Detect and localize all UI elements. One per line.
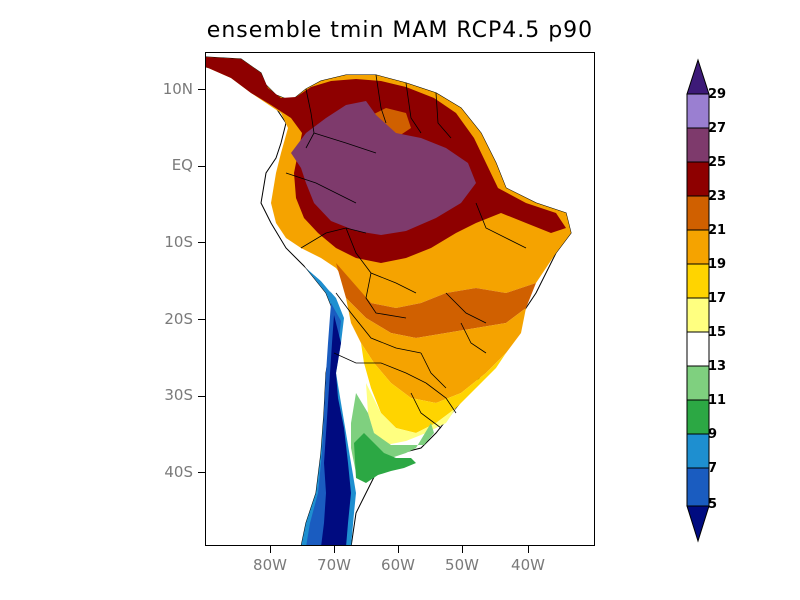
colorbar-label-11: 11 [708,393,727,408]
colorbar-swatch-27-29 [686,93,710,129]
colorbar-label-5: 5 [708,497,718,512]
y-tick-label-20s: 20S [164,310,193,328]
colorbar-label-17: 17 [708,291,727,306]
colorbar-swatch-5-7 [686,467,710,507]
map-panel [205,52,595,546]
colorbar-label-9: 9 [708,427,718,442]
y-tick-mark [198,242,206,243]
colorbar-cap-top [686,58,710,95]
y-tick-mark [198,472,206,473]
colorbar-swatch-23-25 [686,161,710,197]
colorbar-swatch-9-11 [686,399,710,435]
band-below-5 [321,315,351,545]
y-tick-label-eq: EQ [171,156,193,174]
band-15-17 [366,383,456,445]
colorbar-swatch-17-19 [686,263,710,299]
x-tick-mark [528,545,529,553]
band-17-19 [361,343,506,433]
x-tick-label-70w: 70W [317,556,351,574]
x-tick-mark [270,545,271,553]
colorbar-swatch-15-17 [686,297,710,333]
y-tick-mark [198,396,206,397]
colorbar-label-29: 29 [708,87,727,102]
x-tick-mark [334,545,335,553]
country-borders [285,74,527,429]
y-tick-label-40s: 40S [164,463,193,481]
x-tick-mark [462,545,463,553]
y-tick-label-30s: 30S [164,386,193,404]
colorbar-swatch-13-15 [686,331,710,367]
x-tick-mark [398,545,399,553]
colorbar-label-27: 27 [708,121,727,136]
colorbar-label-7: 7 [708,461,718,476]
colorbar-label-19: 19 [708,257,727,272]
colorbar-swatch-19-21 [686,229,710,265]
colorbar-label-21: 21 [708,223,727,238]
band-25-27 [291,101,476,235]
temperature-map [206,56,572,545]
x-tick-label-50w: 50W [445,556,479,574]
y-tick-label-10n: 10N [162,80,193,98]
y-tick-label-10s: 10S [164,233,193,251]
colorbar-label-13: 13 [708,359,727,374]
colorbar-swatch-21-23 [686,195,710,231]
colorbar-swatch-25-27 [686,127,710,163]
colorbar [686,58,710,543]
colorbar-swatch-7-9 [686,433,710,469]
y-tick-mark [198,89,206,90]
band-9-11 [354,433,416,483]
colorbar-label-25: 25 [708,155,727,170]
x-tick-label-60w: 60W [381,556,415,574]
x-tick-label-40w: 40W [511,556,545,574]
colorbar-cap-bottom [686,505,710,543]
y-tick-mark [198,166,206,167]
band-21-23-central [336,263,536,338]
map-title: ensemble tmin MAM RCP4.5 p90 [206,18,594,43]
band-19-21 [346,298,526,403]
x-tick-label-80w: 80W [253,556,287,574]
colorbar-label-15: 15 [708,325,727,340]
colorbar-label-23: 23 [708,189,727,204]
y-tick-mark [198,319,206,320]
colorbar-swatch-11-13 [686,365,710,401]
band-13-15-coast [296,253,331,293]
